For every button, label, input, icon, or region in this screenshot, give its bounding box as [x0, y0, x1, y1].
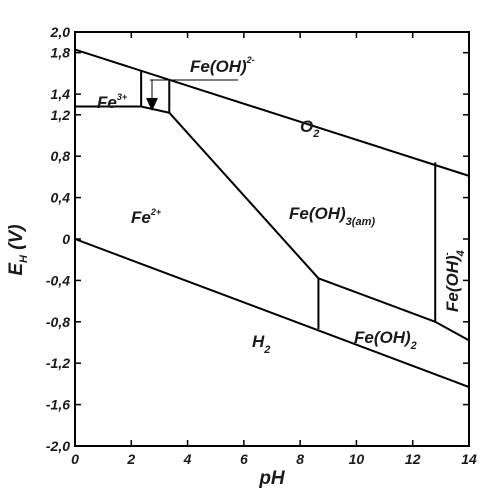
- label-feoh4: Fe(OH)- 4: [442, 250, 467, 312]
- y-tick-label: 1,4: [51, 86, 71, 102]
- x-axis-title: pH: [258, 468, 286, 489]
- y-tick-label: 0: [62, 231, 70, 247]
- label-fe3: Fe3+: [97, 92, 128, 112]
- tick-marks: [74, 31, 470, 447]
- feoh2-arrowhead: [146, 98, 158, 111]
- y-tick-label: 0,4: [51, 190, 71, 206]
- y-axis-title: EH (V): [6, 224, 30, 275]
- y-tick-label: 0,8: [51, 148, 71, 164]
- y-tick-label: 1,2: [51, 107, 71, 123]
- label-h2: H2: [252, 332, 270, 356]
- x-tick-label: 2: [126, 451, 135, 467]
- y-tick-label: -2,0: [46, 438, 70, 454]
- y-tick-label: 2,0: [50, 24, 71, 40]
- plot-frame: [74, 31, 470, 447]
- y-tick-label: -0,4: [46, 272, 70, 288]
- x-tick-label: 4: [183, 451, 192, 467]
- y-tick-label: -0,8: [46, 314, 70, 330]
- y-tick-label: 1,8: [51, 45, 71, 61]
- x-tick-label: 10: [349, 451, 365, 467]
- label-feoh2-solid: Fe(OH)2: [354, 328, 417, 352]
- label-feoh2-complex: Fe(OH)2-: [190, 55, 255, 76]
- x-tick-label: 12: [405, 451, 421, 467]
- boundary-h2: [74, 238, 470, 388]
- boundary-line-5: [168, 112, 320, 279]
- label-o2: O2: [300, 117, 319, 140]
- label-feoh3-am: Fe(OH)3(am): [289, 204, 375, 228]
- label-fe2: Fe2+: [131, 207, 162, 227]
- x-tick-label: 0: [71, 451, 79, 467]
- phase-boundaries: [74, 48, 470, 388]
- x-tick-label: 14: [461, 451, 477, 467]
- boundary-o2: [74, 48, 470, 177]
- y-tick-label: -1,6: [46, 397, 70, 413]
- tick-labels: 0 2 4 6 8 10 12 14 2,0 1,8 1,4 1,2 0,8 0,4 0 -0,4 -0,8 -1…: [46, 24, 477, 467]
- boundary-line-2: [75, 105, 170, 114]
- y-tick-label: -1,2: [46, 355, 70, 371]
- x-tick-label: 6: [240, 451, 248, 467]
- x-tick-label: 8: [296, 451, 304, 467]
